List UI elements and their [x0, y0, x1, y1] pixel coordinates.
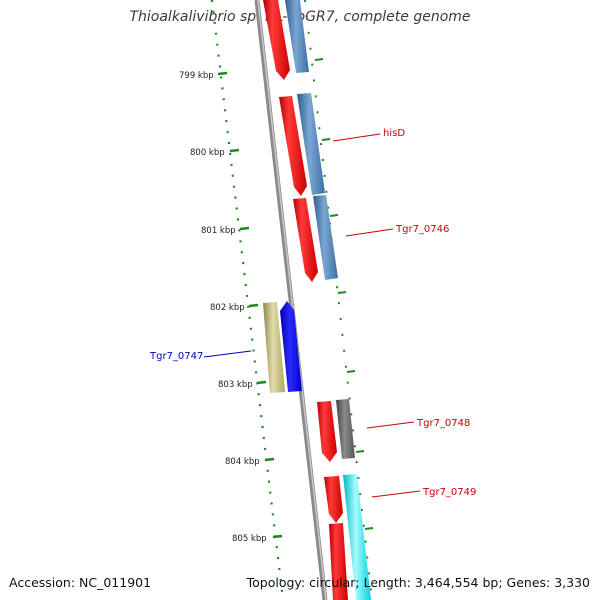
gene-arrow[interactable]: [280, 301, 302, 392]
gene-label-hisd[interactable]: hisD: [383, 128, 405, 139]
gene-label-tgr7-0748[interactable]: Tgr7_0748: [416, 418, 470, 429]
gene-label-tgr7-0749[interactable]: Tgr7_0749: [422, 487, 476, 498]
kbp-label: 801 kbp: [201, 226, 236, 236]
kbp-label: 805 kbp: [232, 534, 267, 544]
cds-arrow[interactable]: [317, 401, 337, 462]
kbp-label: 800 kbp: [190, 148, 225, 158]
scale-arc: [210, 0, 373, 600]
kbp-label: 803 kbp: [218, 380, 253, 390]
genome-summary-text: Topology: circular; Length: 3,464,554 bp…: [246, 575, 590, 590]
cds-arrow[interactable]: [329, 523, 348, 600]
kbp-labels: 799 kbp 800 kbp 801 kbp 802 kbp 803 kbp …: [179, 71, 267, 544]
gene-labels: hisD Tgr7_0746 Tgr7_0747 Tgr7_0748 Tgr7_…: [149, 128, 476, 498]
gene-block[interactable]: [263, 302, 285, 393]
gene-block[interactable]: [285, 0, 309, 73]
cds-arrow[interactable]: [263, 0, 290, 80]
gene-label-tgr7-0746[interactable]: Tgr7_0746: [395, 224, 449, 235]
cds-arrow[interactable]: [279, 96, 307, 196]
gene-block[interactable]: [343, 474, 371, 600]
genome-backbone: [254, 0, 328, 600]
kbp-ticks: [217, 58, 374, 539]
accession-text: Accession: NC_011901: [9, 575, 152, 590]
cds-arrow[interactable]: [293, 198, 318, 282]
gene-features: [263, 0, 371, 600]
gene-block[interactable]: [313, 195, 338, 280]
gene-block[interactable]: [336, 399, 355, 459]
kbp-label: 802 kbp: [210, 303, 245, 313]
leader-lines: [203, 133, 421, 498]
kbp-label: 804 kbp: [225, 457, 260, 467]
cds-arrow[interactable]: [324, 476, 343, 523]
gene-block[interactable]: [297, 93, 325, 195]
kbp-label: 799 kbp: [179, 71, 214, 81]
gene-label-tgr7-0747[interactable]: Tgr7_0747: [149, 351, 203, 362]
